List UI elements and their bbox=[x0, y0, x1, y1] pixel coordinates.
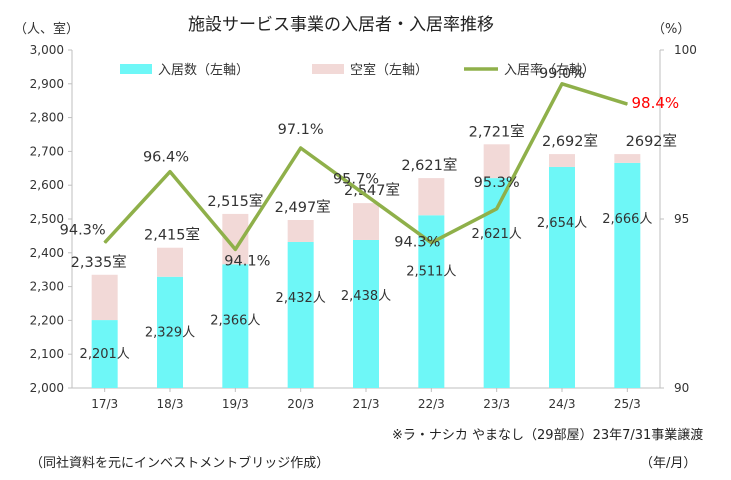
source-note: （同社資料を元にインベストメントブリッジ作成） bbox=[30, 456, 330, 471]
left-axis-tick-label: 2,900 bbox=[30, 77, 64, 91]
occupancy-data-label: 2,366人 bbox=[210, 313, 260, 328]
right-axis-tick-label: 90 bbox=[674, 381, 689, 395]
occupancy-rate-data-label: 94.1% bbox=[224, 253, 270, 269]
occupancy-data-label: 2,329人 bbox=[145, 325, 195, 340]
vacancy-bar bbox=[549, 154, 575, 167]
occupancy-rate-point bbox=[365, 194, 367, 196]
room-total-data-label: 2692室 bbox=[626, 133, 677, 150]
right-axis-unit: （%） bbox=[652, 22, 691, 37]
room-total-data-label: 2,415室 bbox=[144, 227, 200, 244]
left-axis-tick-label: 2,200 bbox=[30, 313, 64, 327]
occupancy-data-label: 2,654人 bbox=[537, 216, 587, 231]
room-total-data-label: 2,692室 bbox=[542, 133, 598, 150]
occupancy-data-label: 2,621人 bbox=[472, 227, 522, 242]
occupancy-rate-point bbox=[300, 147, 302, 149]
occupancy-rate-point bbox=[234, 248, 236, 250]
x-axis-tick-label: 25/3 bbox=[614, 397, 641, 411]
left-axis-unit: （人、室） bbox=[14, 22, 80, 37]
occupancy-rate-data-label: 94.3% bbox=[394, 235, 440, 251]
left-axis-tick-label: 2,500 bbox=[30, 212, 64, 226]
vacancy-bar bbox=[353, 203, 379, 240]
occupancy-bar bbox=[222, 264, 249, 388]
occupancy-rate-data-label: 99.0% bbox=[539, 66, 585, 82]
occupancy-data-label: 2,511人 bbox=[406, 264, 456, 279]
room-total-data-label: 2,497室 bbox=[275, 199, 331, 216]
occupancy-bar bbox=[287, 241, 314, 388]
left-axis-tick-label: 2,700 bbox=[30, 144, 64, 158]
left-axis-tick-label: 3,000 bbox=[30, 43, 64, 57]
vacancy-bar bbox=[614, 154, 641, 163]
x-axis-tick-label: 22/3 bbox=[418, 397, 445, 411]
occupancy-data-label: 2,666人 bbox=[602, 212, 652, 227]
vacancy-bar bbox=[157, 247, 183, 277]
left-axis-tick-label: 2,600 bbox=[30, 178, 64, 192]
room-total-data-label: 2,515室 bbox=[207, 193, 263, 210]
x-axis-tick-label: 21/3 bbox=[353, 397, 380, 411]
occupancy-rate-data-label: 95.3% bbox=[474, 175, 520, 191]
occupancy-rate-point bbox=[169, 171, 171, 173]
occupancy-rate-data-label: 98.4% bbox=[632, 94, 680, 112]
left-axis-tick-label: 2,400 bbox=[30, 246, 64, 260]
occupancy-rate-point bbox=[496, 208, 498, 210]
occupancy-bar bbox=[549, 166, 575, 388]
vacancy-bar bbox=[418, 178, 445, 216]
room-total-data-label: 2,621室 bbox=[401, 157, 457, 174]
footnote: ※ラ・ナシカ やまなし（29部屋）23年7/31事業譲渡 bbox=[392, 428, 704, 443]
occupancy-data-label: 2,438人 bbox=[341, 289, 391, 304]
occupancy-bar bbox=[614, 162, 641, 388]
legend-label: 入居率（右軸） bbox=[504, 62, 595, 78]
occupancy-bar bbox=[91, 320, 118, 388]
occupancy-rate-data-label: 94.3% bbox=[60, 223, 106, 239]
occupancy-rate-point bbox=[626, 103, 628, 105]
x-axis-unit: （年/月） bbox=[640, 456, 697, 471]
occupancy-rate-data-label: 96.4% bbox=[143, 150, 189, 166]
legend-swatch bbox=[312, 64, 344, 74]
occupancy-rate-point bbox=[561, 83, 563, 85]
room-total-data-label: 2,721室 bbox=[469, 123, 525, 140]
room-total-data-label: 2,335室 bbox=[71, 254, 127, 271]
occupancy-data-label: 2,201人 bbox=[80, 347, 130, 362]
occupancy-bar bbox=[157, 276, 183, 388]
legend-swatch bbox=[120, 64, 152, 74]
legend-label: 空室（左軸） bbox=[350, 62, 428, 78]
x-axis-tick-label: 17/3 bbox=[91, 397, 118, 411]
left-axis-tick-label: 2,000 bbox=[30, 381, 64, 395]
x-axis-tick-label: 24/3 bbox=[549, 397, 576, 411]
occupancy-rate-data-label: 97.1% bbox=[278, 122, 324, 138]
x-axis-tick-label: 18/3 bbox=[157, 397, 184, 411]
left-axis-tick-label: 2,800 bbox=[30, 111, 64, 125]
occupancy-data-label: 2,432人 bbox=[276, 291, 326, 306]
occupancy-bar bbox=[353, 239, 379, 388]
x-axis-tick-label: 19/3 bbox=[222, 397, 249, 411]
vacancy-bar bbox=[91, 274, 118, 321]
room-total-data-label: 2,547室 bbox=[344, 182, 400, 199]
legend-label: 入居数（左軸） bbox=[158, 63, 249, 78]
right-axis-tick-label: 100 bbox=[674, 43, 697, 57]
chart-title: 施設サービス事業の入居者・入居率推移 bbox=[188, 15, 494, 35]
x-axis-tick-label: 23/3 bbox=[483, 397, 510, 411]
occupancy-rate-point bbox=[104, 242, 106, 244]
left-axis-tick-label: 2,300 bbox=[30, 280, 64, 294]
x-axis-tick-label: 20/3 bbox=[287, 397, 314, 411]
occupancy-rate-data-label: 95.7% bbox=[333, 171, 379, 187]
occupancy-rate-point bbox=[430, 242, 432, 244]
right-axis-tick-label: 95 bbox=[674, 212, 689, 226]
vacancy-bar bbox=[287, 220, 314, 242]
left-axis-tick-label: 2,100 bbox=[30, 347, 64, 361]
vacancy-bar bbox=[483, 144, 510, 179]
